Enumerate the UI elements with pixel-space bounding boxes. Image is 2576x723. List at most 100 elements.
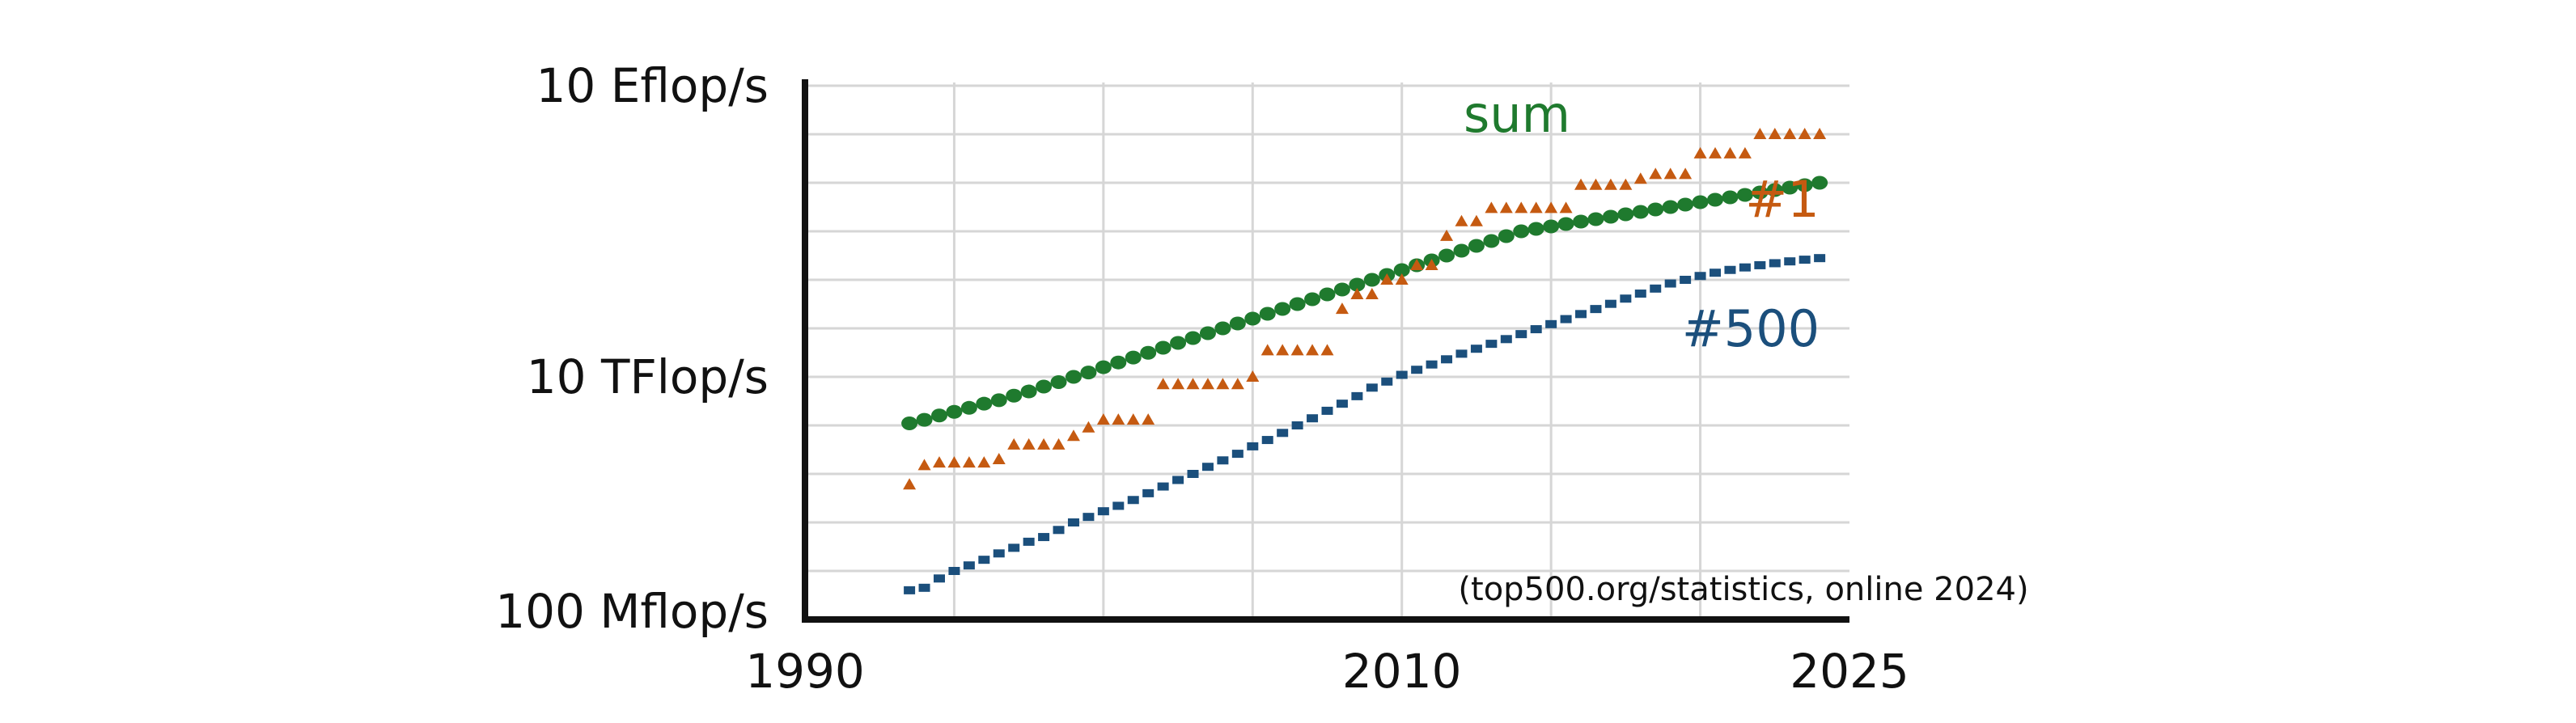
data-point-sum [1229,316,1246,331]
data-point-rank-500 [1784,257,1796,266]
series-sum [901,175,1828,431]
data-point-sum [1304,292,1321,307]
data-point-rank-500 [1038,533,1050,542]
data-point-rank-1 [1544,201,1558,214]
data-point-rank-500 [1053,526,1065,535]
data-point-rank-500 [1724,265,1736,274]
data-point-sum [1752,185,1769,200]
data-point-rank-500 [993,549,1005,558]
data-point-sum [1184,331,1201,345]
data-point-rank-1 [1096,413,1110,425]
data-point-sum [1602,209,1619,224]
data-point-rank-500 [1575,310,1587,319]
series-label-sum: sum [1464,85,1570,144]
data-point-rank-1 [1425,258,1438,270]
data-point-rank-1 [1693,146,1707,159]
data-point-rank-1 [1246,370,1260,382]
data-point-rank-1 [1335,302,1349,315]
data-point-rank-500 [1351,391,1363,400]
data-point-rank-1 [1469,214,1483,226]
data-point-rank-1 [1395,273,1409,285]
data-point-rank-500 [1769,259,1781,268]
data-point-rank-500 [1127,496,1139,505]
data-point-rank-500 [1217,456,1229,465]
data-point-sum [1453,243,1470,258]
data-point-rank-500 [1112,501,1125,510]
data-point-rank-500 [1411,366,1423,374]
data-point-sum [1065,370,1082,384]
data-point-rank-500 [1470,345,1482,353]
data-point-rank-1 [1320,344,1334,356]
data-point-rank-1 [1723,146,1737,159]
data-point-sum [1080,366,1097,380]
data-point-rank-500 [1187,470,1199,478]
data-point-rank-500 [1366,383,1378,392]
data-point-sum [930,408,947,423]
data-point-sum [1006,388,1023,403]
data-point-rank-500 [1441,355,1453,364]
data-point-sum [1199,326,1216,340]
data-point-rank-500 [1590,305,1602,314]
data-point-rank-1 [1604,178,1617,190]
data-point-rank-1 [1559,201,1573,214]
data-point-rank-1 [1007,438,1021,450]
data-point-sum [1692,195,1709,209]
data-point-sum [1722,190,1739,205]
data-point-sum [1319,287,1336,302]
data-point-sum [1438,248,1455,263]
data-point-sum [1468,239,1485,253]
data-point-rank-1 [977,456,991,468]
data-point-sum [1677,197,1694,212]
data-point-sum [1214,321,1231,336]
data-point-rank-500 [1634,290,1646,298]
data-point-rank-1 [1455,214,1468,226]
data-point-sum [1170,336,1187,350]
data-point-rank-1 [1201,378,1214,390]
x-tick-label: 2025 [1790,644,1909,699]
data-point-sum [1095,360,1112,374]
data-point-rank-1 [1052,438,1066,450]
data-point-rank-1 [992,452,1006,464]
data-point-sum [1349,277,1366,292]
data-point-rank-1 [1231,378,1244,390]
data-point-rank-500 [1799,256,1811,264]
axes [802,79,1849,623]
data-point-sum [1782,180,1799,195]
series-label-rank-500: #500 [1682,299,1820,358]
data-point-rank-1 [1380,273,1394,285]
series-label-rank-1: #1 [1745,170,1819,229]
data-point-sum [1543,219,1560,234]
data-point-rank-500 [1261,436,1273,445]
data-point-rank-1 [932,456,946,468]
data-point-rank-1 [903,478,917,490]
data-point-rank-500 [1530,325,1542,334]
data-point-rank-500 [1650,284,1662,293]
data-point-rank-1 [1633,172,1647,184]
data-point-sum [1125,350,1142,365]
data-point-sum [1498,229,1515,243]
data-point-sum [1707,192,1724,207]
series-rank-500 [904,254,1826,594]
data-point-rank-500 [1231,450,1244,459]
data-point-sum [1036,379,1053,394]
data-point-rank-1 [1663,167,1677,180]
data-point-sum [1333,282,1350,297]
data-point-sum [1274,302,1291,316]
data-point-rank-500 [918,583,930,592]
data-point-sum [1811,175,1828,190]
data-point-rank-1 [1499,201,1513,214]
series-labels: sum #1 #500 [1464,85,1820,358]
data-point-sum [960,400,977,415]
data-point-sum [1617,207,1634,222]
data-point-sum [1632,205,1649,219]
data-point-rank-500 [1560,315,1572,323]
data-point-rank-500 [1694,272,1706,281]
y-tick-label: 10 Eflop/s [536,58,769,113]
data-point-rank-500 [1664,279,1676,288]
data-point-rank-500 [1515,330,1527,339]
data-point-rank-500 [963,561,975,570]
data-point-rank-500 [1142,488,1155,497]
y-tick-label: 100 Mflop/s [495,584,769,639]
data-point-sum [1259,307,1276,321]
